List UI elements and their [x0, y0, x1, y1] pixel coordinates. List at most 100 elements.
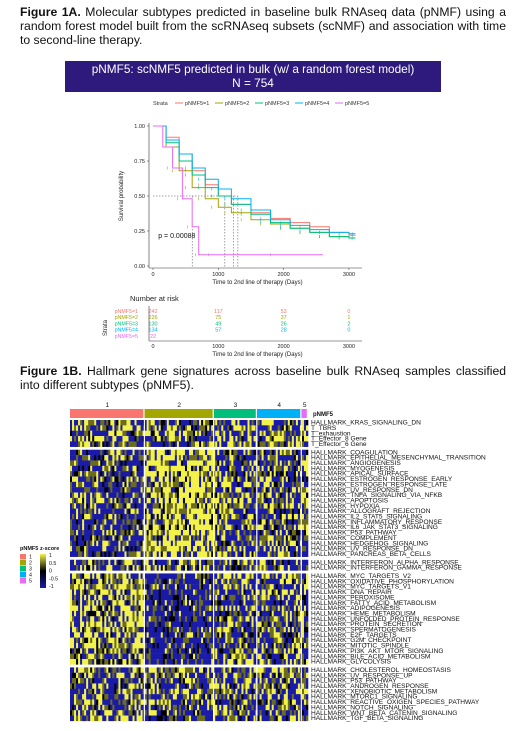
heatmap-cell [235, 573, 238, 579]
heatmap-cell [277, 616, 281, 622]
heatmap-cell [74, 573, 77, 579]
heatmap-cell [116, 621, 119, 628]
heatmap-cell [152, 535, 156, 541]
heatmap-cell [259, 616, 262, 622]
heatmap-cell [160, 643, 164, 649]
heatmap-cell [100, 513, 103, 520]
heatmap-cell [134, 508, 137, 515]
heatmap-cell [267, 535, 270, 541]
heatmap-cell [130, 616, 133, 622]
heatmap-cell [215, 471, 218, 477]
heatmap-cell [168, 460, 172, 466]
heatmap-cell [160, 605, 164, 612]
heatmap-cell [166, 535, 170, 541]
heatmap-cell [150, 441, 153, 447]
heatmap-cell [267, 519, 270, 525]
heatmap-cell [201, 465, 204, 472]
heatmap-cell [148, 594, 151, 601]
heatmap-cell [120, 616, 123, 622]
heatmap-cell [261, 519, 264, 525]
heatmap-cell [160, 476, 164, 483]
heatmap-cell [237, 546, 240, 552]
heatmap-cell [174, 481, 178, 488]
heatmap-cell [116, 589, 119, 596]
heatmap-cell [140, 420, 143, 426]
heatmap-cell [78, 530, 81, 536]
heatmap-cell [245, 441, 248, 447]
heatmap-cell [178, 420, 182, 426]
heatmap-cell [128, 465, 131, 472]
heatmap-cell [170, 503, 174, 509]
heatmap-cell [221, 616, 224, 622]
heatmap-cell [124, 420, 127, 426]
heatmap-cell [166, 632, 170, 638]
heatmap-cell [305, 513, 309, 520]
heatmap-cell [197, 540, 200, 547]
heatmap-cell [186, 513, 190, 520]
heatmap-cell [221, 430, 224, 437]
heatmap-cell [203, 455, 206, 461]
heatmap-cell [140, 530, 143, 536]
heatmap-cell [303, 513, 307, 520]
heatmap-cell [203, 546, 206, 552]
heatmap-cell [217, 573, 220, 579]
heatmap-cell [172, 610, 176, 617]
heatmap-cell [112, 610, 115, 617]
heatmap-cell [269, 481, 272, 488]
heatmap-cell [195, 573, 198, 579]
heatmap-cell [136, 513, 139, 520]
heatmap-cell [166, 513, 170, 520]
heatmap-cell [287, 455, 291, 461]
heatmap-cell [110, 513, 113, 520]
heatmap-cell [227, 471, 230, 477]
heatmap-cell [178, 425, 182, 431]
heatmap-cell [180, 573, 184, 579]
heatmap-cell [189, 600, 192, 606]
heatmap-cell [166, 503, 170, 509]
heatmap-cell [247, 626, 250, 633]
heatmap-cell [126, 600, 129, 606]
heatmap-cell [154, 497, 158, 504]
heatmap-cell [158, 471, 162, 477]
heatmap-cell [158, 420, 162, 426]
heatmap-cell [281, 551, 285, 557]
heatmap-cell [182, 449, 186, 456]
heatmap-cell [70, 584, 73, 590]
heatmap-cell [96, 621, 99, 628]
heatmap-cell [72, 487, 75, 493]
heatmap-cell [96, 578, 99, 585]
heatmap-cell [130, 449, 133, 456]
heatmap-cell [176, 487, 180, 493]
heatmap-cell [273, 573, 277, 579]
heatmap-cell [114, 471, 117, 477]
heatmap-cell [251, 594, 254, 601]
heatmap-cell [74, 519, 77, 525]
heatmap-cell [180, 513, 184, 520]
heatmap-cell [78, 430, 81, 437]
heatmap-cell [267, 436, 270, 442]
heatmap-cell [122, 559, 125, 566]
heatmap-cell [249, 584, 252, 590]
heatmap-cell [166, 487, 170, 493]
heatmap-cell [136, 565, 139, 571]
heatmap-cell [281, 546, 285, 552]
heatmap-cell [223, 497, 226, 504]
heatmap-cell [211, 476, 214, 483]
heatmap-cell [88, 610, 91, 617]
heatmap-cell [78, 584, 81, 590]
heatmap-cell [144, 503, 147, 509]
heatmap-cell [209, 626, 212, 633]
heatmap-cell [90, 465, 93, 472]
heatmap-cell [178, 594, 182, 601]
heatmap-cell [98, 626, 101, 633]
heatmap-cell [205, 535, 208, 541]
heatmap-cell [267, 449, 270, 456]
heatmap-cell [106, 540, 109, 547]
heatmap-cell [229, 476, 232, 483]
heatmap-cell [76, 524, 79, 531]
heatmap-cell [259, 559, 262, 566]
heatmap-cell [211, 460, 214, 466]
heatmap-cell [70, 441, 73, 447]
heatmap-cell [215, 425, 218, 431]
heatmap-cell [237, 471, 240, 477]
